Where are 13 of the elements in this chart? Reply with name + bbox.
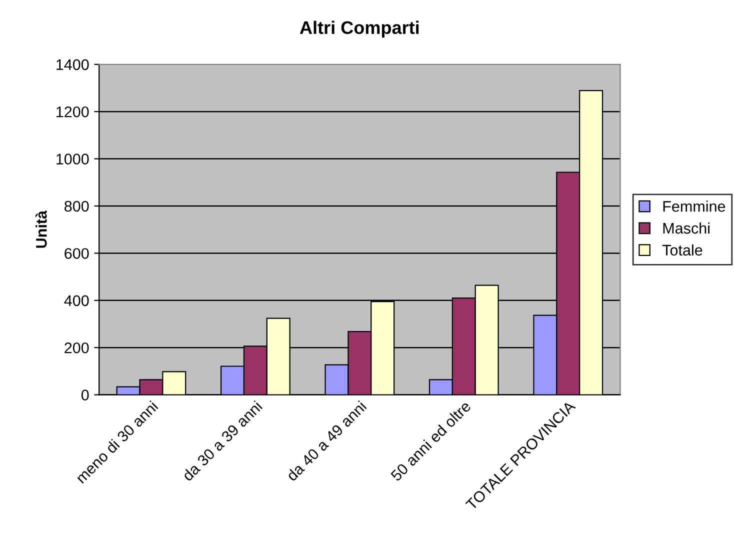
- y-tick-label: 400: [64, 295, 89, 306]
- legend-label: Femmine: [663, 200, 726, 212]
- y-tick-label: 800: [64, 200, 89, 212]
- y-tick-label: 1000: [56, 154, 89, 164]
- y-tick-label: 600: [64, 248, 89, 259]
- y-tick-label: 1200: [56, 106, 89, 118]
- chart-title: Altri Comparti: [300, 20, 419, 38]
- y-axis-title: Unità: [35, 210, 47, 248]
- legend-label: Totale: [662, 244, 702, 256]
- y-tick-label: 0: [81, 390, 89, 400]
- y-tick-label: 1400: [56, 59, 89, 70]
- legend-label: Maschi: [663, 222, 710, 234]
- y-tick-label: 200: [64, 342, 89, 354]
